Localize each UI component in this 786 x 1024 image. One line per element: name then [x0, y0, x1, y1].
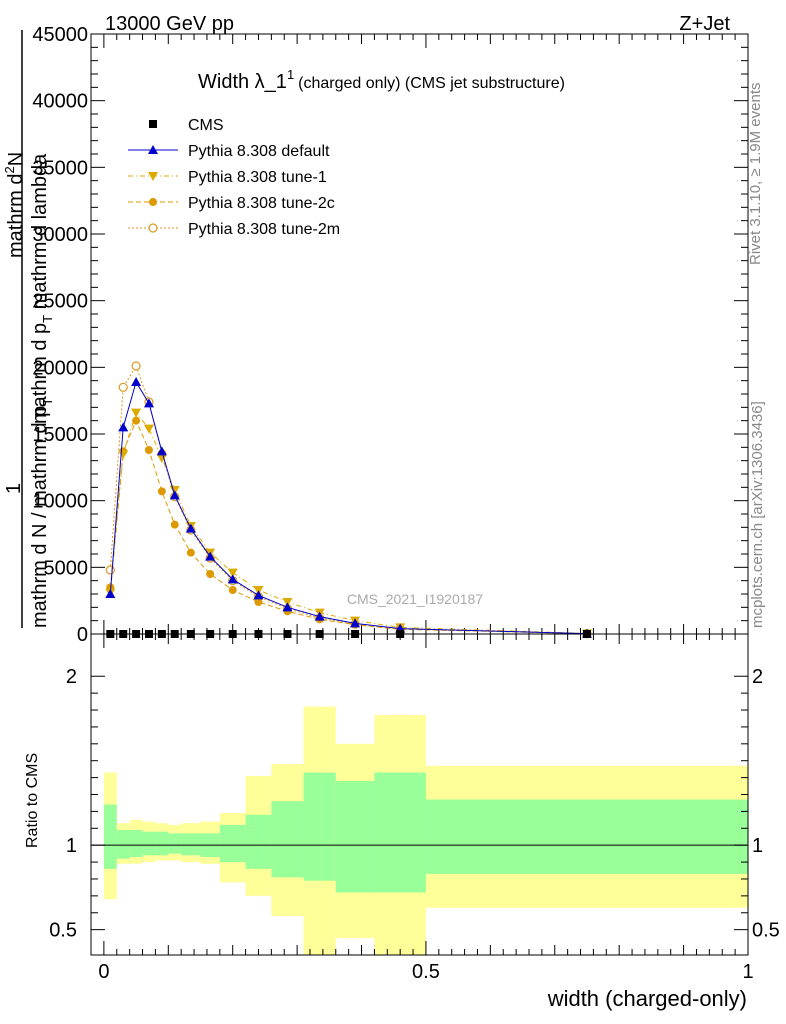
series-line-pythia-8-308-tune-2c	[109, 419, 587, 635]
legend-label-pythia-8-308-tune-1: Pythia 8.308 tune-1	[188, 169, 327, 186]
rivet-label: Rivet 3.1.10, ≥ 1.9M events	[747, 83, 764, 266]
ratio-y-tick-label: 0.5	[49, 920, 77, 942]
point-pythia-8-308-tune-2c	[186, 548, 195, 557]
point-pythia-8-308-default	[156, 446, 167, 456]
point-pythia-8-308-tune-2c	[144, 446, 153, 454]
svg-text:mathrm d pT mathrm d lambda: mathrm d pT mathrm d lambda	[29, 153, 55, 424]
point-pythia-8-308-tune-2c	[132, 416, 141, 425]
point-pythia-8-308-tune-1	[156, 454, 167, 463]
ratio-band-stat-bin	[245, 814, 272, 869]
ratio-band-stat-bin	[129, 829, 143, 858]
ratio-y-tick-label-right: 2	[752, 666, 763, 688]
main-panel: 0 5000 10000 15000 20000 25000 30000 35000 40000…	[32, 24, 749, 646]
ratio-y-tick-label-right: 0.5	[752, 920, 780, 942]
ratio-y-tick-label-right: 1	[752, 835, 763, 857]
ratio-panel: 0 0.5 1 0.5 0.5 1 1 2 2	[49, 633, 780, 983]
legend-marker-pythia-8-308-tune-2c	[149, 198, 157, 206]
point-pythia-8-308-tune-2m	[131, 361, 141, 371]
series-line-pythia-8-308-tune-2m	[109, 364, 587, 635]
y-tick-label: 45000	[32, 24, 88, 46]
series-line-pythia-8-308-tune-1	[109, 411, 587, 634]
legend-marker-pythia-8-308-tune-2m	[148, 223, 158, 233]
point-pythia-8-308-tune-1	[118, 450, 129, 459]
point-pythia-8-308-default	[118, 422, 129, 432]
point-pythia-8-308-tune-2c	[157, 487, 166, 496]
ratio-band-stat-bin	[425, 799, 748, 874]
point-pythia-8-308-default	[314, 611, 325, 621]
point-pythia-8-308-default	[169, 490, 180, 500]
ratio-band-stat-bin	[219, 824, 246, 863]
point-pythia-8-308-tune-1	[131, 408, 142, 418]
point-pythia-8-308-default	[105, 589, 116, 598]
point-pythia-8-308-tune-2c	[170, 520, 179, 529]
svg-text:mathrm d N / mathrm d pT: mathrm d N / mathrm d pT	[29, 398, 55, 628]
ratio-band-stat-bin	[155, 831, 169, 856]
mcplots-label: mcplots.cern.ch [arXiv:1306.3436]	[749, 401, 766, 628]
point-pythia-8-308-default	[282, 602, 293, 612]
point-pythia-8-308-tune-2c	[206, 570, 215, 578]
point-pythia-8-308-default	[253, 590, 264, 600]
watermark: CMS_2021_I1920187	[347, 591, 483, 607]
x-tick-label: 1	[742, 961, 753, 983]
svg-text:mathrm d2N: mathrm d2N	[2, 152, 27, 258]
point-pythia-8-308-tune-2c	[228, 586, 237, 594]
point-pythia-8-308-tune-2m	[118, 382, 128, 392]
legend-marker-pythia-8-308-default	[148, 145, 158, 154]
ratio-y-label: Ratio to CMS	[24, 753, 41, 848]
point-pythia-8-308-default	[205, 551, 216, 561]
main-title: Width λ_11(charged only) (CMS jet substr…	[198, 67, 565, 93]
legend-label-pythia-8-308-default: Pythia 8.308 default	[188, 143, 330, 160]
point-pythia-8-308-tune-1	[143, 424, 154, 434]
y-tick-label: 35000	[32, 157, 88, 179]
header-right-label: Z+Jet	[679, 13, 730, 35]
ratio-band-stat-bin	[181, 833, 201, 856]
legend-marker-pythia-8-308-tune-1	[148, 172, 158, 181]
legend-marker-cms	[149, 120, 157, 128]
legend: CMS Pythia 8.308 default Pythia 8.308 tune…	[128, 117, 340, 238]
ratio-y-tick-label: 2	[66, 666, 77, 688]
ratio-band-stat-bin	[103, 804, 117, 869]
x-axis-label: width (charged-only)	[547, 986, 747, 1011]
ratio-band-stat-bin	[142, 831, 156, 856]
point-pythia-8-308-tune-1	[227, 568, 238, 578]
legend-label-pythia-8-308-tune-2c: Pythia 8.308 tune-2c	[188, 195, 335, 212]
header-left-label: 13000 GeV pp	[105, 13, 234, 35]
legend-label-pythia-8-308-tune-2m: Pythia 8.308 tune-2m	[188, 221, 340, 238]
point-pythia-8-308-default	[131, 377, 142, 386]
y-tick-label: 15000	[32, 424, 88, 446]
legend-label-cms: CMS	[188, 117, 224, 134]
main-y-label: mathrm d2N mathrm d pT mathrm d lambda 1…	[2, 30, 55, 628]
ratio-band-stat-bin	[116, 829, 130, 859]
x-tick-label: 0.5	[412, 961, 440, 983]
ratio-band-stat-bin	[303, 772, 336, 881]
svg-text:Width λ_11(charged only) (CMS: Width λ_11(charged only) (CMS jet substr…	[198, 67, 565, 93]
point-pythia-8-308-default	[350, 618, 361, 628]
y-tick-label: 30000	[32, 224, 88, 246]
ratio-band-stat-bin	[271, 801, 304, 878]
point-pythia-8-308-tune-2c	[254, 598, 263, 606]
point-pythia-8-308-default	[143, 398, 154, 408]
x-tick-label: 0	[98, 961, 109, 983]
svg-text:1: 1	[3, 483, 25, 494]
ratio-y-tick-label: 1	[66, 835, 77, 857]
y-tick-label: 20000	[32, 357, 88, 379]
y-tick-label: 5000	[44, 557, 89, 579]
y-tick-label: 0	[77, 624, 88, 646]
ratio-band-stat-bin	[335, 780, 375, 893]
point-pythia-8-308-default	[185, 523, 196, 533]
point-pythia-8-308-default	[227, 574, 238, 584]
y-tick-label: 40000	[32, 91, 88, 113]
ratio-band-stat-bin	[168, 833, 182, 854]
ratio-band-stat-bin	[374, 772, 426, 893]
y-tick-label: 10000	[32, 491, 88, 513]
y-tick-label: 25000	[32, 291, 88, 313]
